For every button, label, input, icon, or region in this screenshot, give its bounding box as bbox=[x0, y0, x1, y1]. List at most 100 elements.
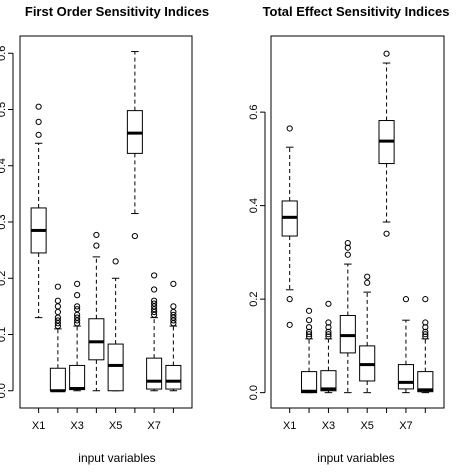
outlier-point bbox=[151, 286, 158, 293]
x-tick-label: X1 bbox=[283, 420, 296, 432]
outlier-point bbox=[364, 279, 371, 286]
outlier-point bbox=[364, 273, 371, 280]
outlier-point bbox=[325, 331, 332, 338]
iqr-box bbox=[107, 343, 124, 392]
x-tick-label: X3 bbox=[70, 420, 83, 432]
y-tick-label: 0.0 bbox=[248, 385, 260, 400]
outlier-point bbox=[325, 333, 332, 340]
y-tick-label: 0.2 bbox=[248, 291, 260, 306]
y-tick-label: 0.6 bbox=[0, 46, 8, 61]
outlier-point bbox=[305, 307, 313, 314]
x-tick-label: X7 bbox=[147, 420, 160, 432]
outlier-point bbox=[383, 50, 390, 57]
box-x6 bbox=[378, 50, 395, 237]
outlier-point bbox=[35, 118, 42, 125]
x-tick-label: X5 bbox=[360, 420, 373, 432]
total-effect-panel: Total Effect Sensitivity Indices 0.0 0.2 0.… bbox=[248, 4, 449, 465]
outlier-point bbox=[305, 333, 313, 340]
box-x2 bbox=[49, 283, 66, 393]
outlier-point bbox=[170, 280, 177, 287]
outlier-point bbox=[74, 292, 81, 299]
outlier-point bbox=[170, 311, 177, 318]
box-x3 bbox=[69, 280, 86, 392]
outlier-point bbox=[383, 230, 390, 237]
outlier-point bbox=[286, 125, 293, 132]
outlier-point bbox=[344, 239, 351, 247]
outlier-point bbox=[93, 231, 100, 239]
x-tick-label: X7 bbox=[399, 420, 412, 432]
y-tick-label: 0.3 bbox=[0, 214, 8, 229]
outlier-point bbox=[305, 328, 313, 335]
outlier-point bbox=[422, 324, 429, 331]
iqr-box bbox=[69, 364, 86, 391]
outlier-point bbox=[305, 331, 313, 338]
iqr-box bbox=[320, 370, 337, 392]
iqr-box bbox=[165, 364, 182, 390]
outlier-point bbox=[305, 317, 313, 324]
y-tick-label: 0.6 bbox=[248, 104, 260, 119]
y-tick-label: 0.1 bbox=[0, 327, 8, 342]
first-order-panel: First Order Sensitivity Indices 0.0 0.1 0.2… bbox=[0, 4, 209, 465]
outlier-point bbox=[35, 103, 42, 110]
x-axis-label: input variables bbox=[78, 451, 155, 465]
chart-title: Total Effect Sensitivity Indices bbox=[263, 4, 450, 19]
outlier-point bbox=[74, 314, 81, 321]
box-x5 bbox=[107, 258, 124, 392]
x-tick-label: X1 bbox=[32, 420, 45, 432]
iqr-box bbox=[146, 357, 163, 390]
box-x3 bbox=[320, 300, 337, 394]
outlier-point bbox=[54, 317, 61, 324]
box-x4 bbox=[339, 239, 356, 394]
outlier-point bbox=[151, 272, 158, 279]
outlier-point bbox=[35, 131, 42, 138]
box-x1 bbox=[30, 103, 47, 319]
y-tick-label: 0.0 bbox=[0, 383, 8, 398]
box-x6 bbox=[126, 51, 143, 240]
outlier-point bbox=[93, 242, 100, 249]
outlier-point bbox=[325, 319, 332, 326]
outlier-point bbox=[131, 232, 138, 240]
outlier-point bbox=[286, 321, 293, 328]
box-x8 bbox=[165, 280, 182, 392]
box-x7 bbox=[397, 296, 414, 394]
x-tick-label: X3 bbox=[322, 420, 335, 432]
iqr-box bbox=[49, 367, 66, 392]
iqr-box bbox=[397, 364, 414, 390]
outlier-point bbox=[422, 331, 429, 338]
outlier-point bbox=[54, 283, 61, 290]
box-x5 bbox=[359, 273, 376, 394]
y-tick-label: 0.4 bbox=[0, 158, 8, 173]
outlier-point bbox=[305, 324, 313, 331]
outlier-point bbox=[422, 296, 429, 303]
outlier-point bbox=[151, 297, 158, 304]
chart-title: First Order Sensitivity Indices bbox=[25, 4, 209, 19]
outlier-point bbox=[151, 300, 158, 307]
outlier-point bbox=[325, 300, 332, 307]
outlier-point bbox=[74, 306, 81, 313]
y-tick-label: 0.5 bbox=[0, 102, 8, 117]
box-x7 bbox=[146, 272, 163, 392]
outlier-point bbox=[325, 328, 332, 335]
outlier-point bbox=[54, 308, 61, 316]
outlier-point bbox=[422, 333, 429, 340]
outlier-point bbox=[402, 296, 410, 303]
iqr-box bbox=[301, 371, 318, 394]
outlier-point bbox=[422, 319, 429, 326]
y-tick-label: 0.4 bbox=[248, 198, 260, 213]
box-x2 bbox=[301, 307, 318, 394]
outlier-point bbox=[170, 303, 177, 310]
outlier-point bbox=[422, 328, 429, 335]
outlier-point bbox=[54, 303, 61, 310]
box-x1 bbox=[281, 125, 298, 328]
outlier-point bbox=[54, 297, 61, 304]
outlier-point bbox=[112, 258, 119, 265]
y-tick-label: 0.2 bbox=[0, 271, 8, 286]
outlier-point bbox=[74, 303, 81, 310]
outlier-point bbox=[74, 280, 81, 287]
plot-frame bbox=[19, 35, 193, 409]
box-x8 bbox=[417, 296, 434, 394]
outlier-point bbox=[344, 251, 351, 258]
outlier-point bbox=[286, 296, 293, 303]
